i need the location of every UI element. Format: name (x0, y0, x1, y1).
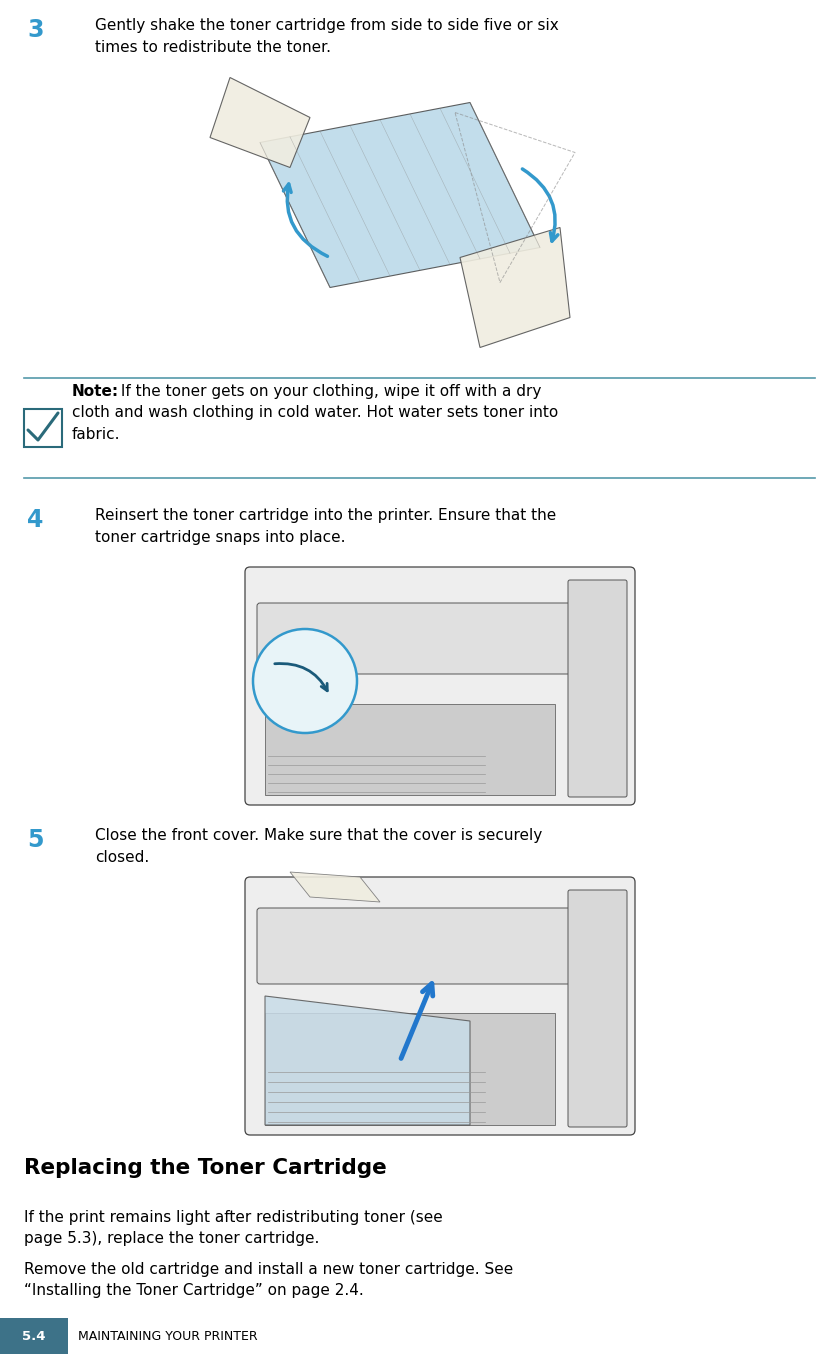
Text: If the toner gets on your clothing, wipe it off with a dry: If the toner gets on your clothing, wipe… (116, 385, 541, 399)
Polygon shape (290, 872, 380, 902)
FancyBboxPatch shape (568, 580, 627, 798)
Polygon shape (460, 227, 570, 348)
Text: If the print remains light after redistributing toner (see: If the print remains light after redistr… (24, 1210, 443, 1225)
FancyBboxPatch shape (265, 1013, 555, 1125)
Text: Replacing the Toner Cartridge: Replacing the Toner Cartridge (24, 1158, 387, 1178)
Text: 3: 3 (27, 18, 44, 42)
Text: Remove the old cartridge and install a new toner cartridge. See: Remove the old cartridge and install a n… (24, 1262, 513, 1277)
Bar (0, 1317, 68, 1354)
FancyBboxPatch shape (245, 567, 635, 806)
FancyBboxPatch shape (257, 909, 623, 984)
Text: times to redistribute the toner.: times to redistribute the toner. (95, 39, 331, 54)
Text: toner cartridge snaps into place.: toner cartridge snaps into place. (95, 529, 346, 544)
FancyArrowPatch shape (274, 663, 327, 691)
FancyArrowPatch shape (284, 184, 327, 256)
Text: closed.: closed. (95, 849, 149, 864)
Text: MAINTAINING YOUR PRINTER: MAINTAINING YOUR PRINTER (78, 1330, 258, 1343)
Text: Note:: Note: (72, 385, 119, 399)
FancyArrowPatch shape (401, 983, 433, 1059)
Text: 4: 4 (27, 508, 44, 532)
FancyArrowPatch shape (523, 169, 558, 241)
Text: Close the front cover. Make sure that the cover is securely: Close the front cover. Make sure that th… (95, 829, 542, 844)
FancyBboxPatch shape (265, 704, 555, 795)
Polygon shape (260, 103, 540, 287)
Text: “Installing the Toner Cartridge” on page 2.4.: “Installing the Toner Cartridge” on page… (24, 1284, 364, 1298)
FancyBboxPatch shape (245, 877, 635, 1135)
Text: page 5.3), replace the toner cartridge.: page 5.3), replace the toner cartridge. (24, 1232, 320, 1247)
FancyBboxPatch shape (568, 890, 627, 1127)
FancyBboxPatch shape (257, 603, 623, 674)
Bar (24, 409, 62, 447)
Circle shape (253, 630, 357, 733)
Polygon shape (265, 997, 470, 1125)
Text: 5.4: 5.4 (23, 1330, 46, 1343)
Text: 5: 5 (27, 829, 44, 852)
Text: fabric.: fabric. (72, 427, 121, 441)
Polygon shape (210, 77, 310, 168)
Text: cloth and wash clothing in cold water. Hot water sets toner into: cloth and wash clothing in cold water. H… (72, 405, 558, 421)
Text: Gently shake the toner cartridge from side to side five or six: Gently shake the toner cartridge from si… (95, 18, 559, 32)
Text: Reinsert the toner cartridge into the printer. Ensure that the: Reinsert the toner cartridge into the pr… (95, 508, 556, 523)
